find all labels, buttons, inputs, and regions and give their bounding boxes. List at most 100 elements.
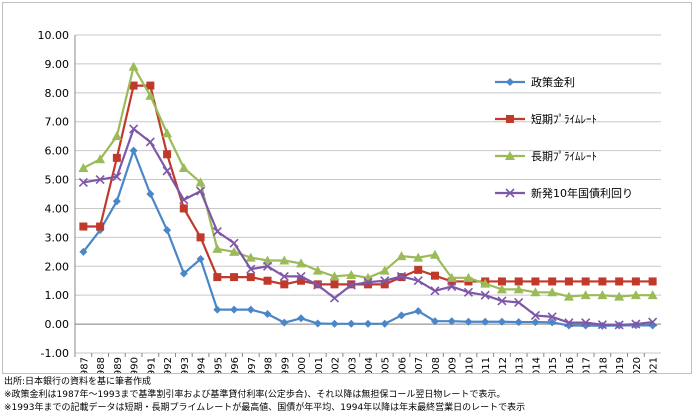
data-point <box>263 309 272 318</box>
data-point <box>547 312 557 322</box>
x-tick-label: 1998 <box>264 357 275 373</box>
data-point <box>245 252 256 262</box>
data-point <box>195 177 206 187</box>
x-tick-label: 1989 <box>113 357 124 373</box>
x-tick-label: 2006 <box>397 357 408 373</box>
data-point <box>530 287 541 297</box>
data-point <box>146 81 155 90</box>
data-point <box>146 190 155 198</box>
data-point <box>631 277 640 286</box>
data-point <box>530 310 540 320</box>
data-point <box>179 195 189 205</box>
data-point <box>648 277 657 286</box>
legend-item: 新発10年国債利回り <box>495 186 633 200</box>
data-point <box>514 297 524 307</box>
data-point <box>413 276 423 286</box>
data-point <box>414 307 423 316</box>
x-tick-label: 1988 <box>96 357 107 373</box>
data-point <box>506 115 514 123</box>
data-point <box>564 277 573 286</box>
data-point <box>447 281 457 292</box>
data-point <box>631 319 641 329</box>
data-point <box>229 238 239 248</box>
data-point <box>598 277 607 286</box>
y-tick-label: -1.00 <box>41 347 69 360</box>
data-point <box>329 271 340 281</box>
data-point <box>246 273 255 282</box>
data-point <box>647 290 658 300</box>
data-point <box>145 137 155 147</box>
data-point <box>163 150 172 159</box>
data-point <box>447 317 456 326</box>
data-point <box>262 255 273 265</box>
y-tick-label: 5.00 <box>45 174 70 187</box>
data-point <box>430 271 439 280</box>
data-point <box>230 305 239 314</box>
data-point <box>213 305 222 314</box>
x-tick-label: 2008 <box>431 357 442 373</box>
data-point <box>296 271 306 281</box>
legend-label: 長期ﾌﾟﾗｲﾑﾚｰﾄ <box>531 150 597 163</box>
data-point <box>497 296 507 306</box>
data-point <box>312 265 323 275</box>
data-point <box>547 287 558 297</box>
data-point <box>79 222 88 231</box>
y-tick-label: 2.00 <box>45 260 70 273</box>
legend-item: 長期ﾌﾟﾗｲﾑﾚｰﾄ <box>495 150 597 163</box>
x-axis-ticks: 1987 1988 1989 1990 1991 1992 1993 1994 1995 1996… <box>74 353 660 373</box>
data-point <box>497 277 506 286</box>
legend-label: 新発10年国債利回り <box>531 186 633 200</box>
data-point <box>614 320 624 330</box>
data-point <box>429 249 440 259</box>
series-1 <box>79 81 657 289</box>
data-point <box>129 124 139 134</box>
data-point <box>112 172 122 182</box>
data-point <box>380 280 389 289</box>
data-point <box>262 261 273 271</box>
data-point <box>229 246 240 256</box>
x-tick-label: 2010 <box>464 357 475 373</box>
data-point <box>212 243 223 253</box>
data-point <box>246 264 256 274</box>
data-point <box>514 318 523 327</box>
data-point <box>506 78 514 86</box>
data-point <box>463 287 474 297</box>
x-tick-label: 2014 <box>531 357 542 373</box>
data-point <box>296 258 307 268</box>
x-tick-label: 2012 <box>498 357 509 373</box>
data-point <box>330 319 339 328</box>
data-point <box>531 277 540 286</box>
data-point <box>548 277 557 286</box>
data-point <box>162 166 172 176</box>
y-tick-label: 0.00 <box>45 318 70 331</box>
y-tick-label: 10.00 <box>38 29 70 42</box>
x-tick-label: 2013 <box>515 357 526 373</box>
y-tick-label: 3.00 <box>45 231 70 244</box>
data-point <box>178 162 189 172</box>
footnotes: 出所:日本銀行の資料を基に筆者作成 ※政策金利は1987年〜1993まで基準割引… <box>4 376 696 415</box>
data-point <box>128 61 139 71</box>
data-point <box>280 280 289 289</box>
data-point <box>531 318 540 327</box>
y-tick-label: 8.00 <box>45 87 70 100</box>
data-point <box>297 276 306 285</box>
data-point <box>346 269 357 279</box>
x-tick-label: 2007 <box>414 357 425 373</box>
legend-item: 政策金利 <box>495 75 575 89</box>
data-point <box>496 284 507 294</box>
data-point <box>111 131 122 141</box>
data-point <box>196 186 206 196</box>
data-point <box>648 317 658 327</box>
data-point <box>396 271 407 281</box>
data-point <box>564 318 574 328</box>
data-point <box>480 290 490 300</box>
data-point <box>313 319 322 328</box>
data-point <box>363 277 373 287</box>
data-point <box>413 252 424 262</box>
data-point <box>380 319 389 328</box>
data-point <box>380 276 390 286</box>
x-tick-label: 2005 <box>381 357 392 373</box>
data-point <box>329 293 340 303</box>
data-point <box>396 251 407 261</box>
y-tick-label: 7.00 <box>45 116 70 129</box>
